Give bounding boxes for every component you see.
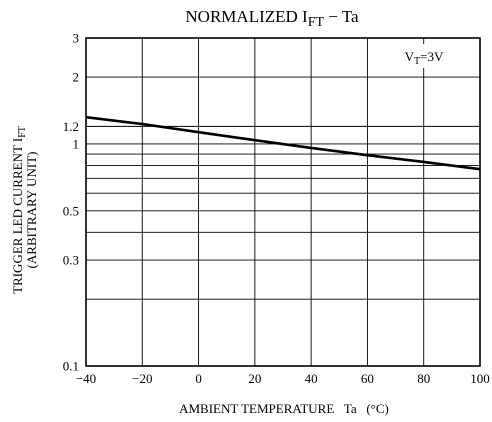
y-tick-label: 0.3 [63,253,79,268]
chart-title-tail: − Ta [324,7,359,26]
annotation-label: VT=3V [405,49,444,67]
x-axis-label: AMBIENT TEMPERATURE Ta (°C) [179,401,389,416]
x-tick-label: −20 [132,371,152,386]
plot-frame [85,37,481,367]
y-tick-label: 1.2 [63,119,79,134]
y-tick-label: 2 [73,70,80,85]
x-tick-label: 80 [417,371,430,386]
annotation-sub: T [414,56,420,67]
annotation-main: V [405,49,415,64]
grid-layer [86,38,480,366]
y-axis-label-sub: FT [17,126,28,138]
chart-title-main: NORMALIZED I [185,7,308,26]
x-tick-label: 0 [195,371,202,386]
x-tick-label: −40 [76,371,96,386]
y-axis-label-line2: (ARBITRARY UNIT) [24,152,39,269]
y-tick-label: 0.1 [63,359,79,374]
x-tick-labels: −40 −20 0 20 40 60 80 100 [76,371,490,386]
y-tick-labels: 0.1 0.3 0.5 1 1.2 2 3 [63,31,79,374]
annotation-box [384,44,464,68]
y-axis-label: TRIGGER LED CURRENT IFT [10,126,28,294]
annotation-tail: =3V [420,49,444,64]
chart-title: NORMALIZED IFT − Ta [185,7,359,30]
x-tick-label: 20 [248,371,261,386]
y-tick-label: 3 [73,31,80,46]
x-tick-label: 60 [361,371,374,386]
y-tick-label: 1 [73,136,80,151]
series-layer [85,115,481,171]
y-tick-label: 0.5 [63,203,79,218]
y-axis-label-main: TRIGGER LED CURRENT I [10,138,25,294]
x-tick-label: 100 [470,371,490,386]
series-line [85,115,481,171]
x-tick-label: 40 [305,371,318,386]
chart-title-sub: FT [308,15,325,30]
